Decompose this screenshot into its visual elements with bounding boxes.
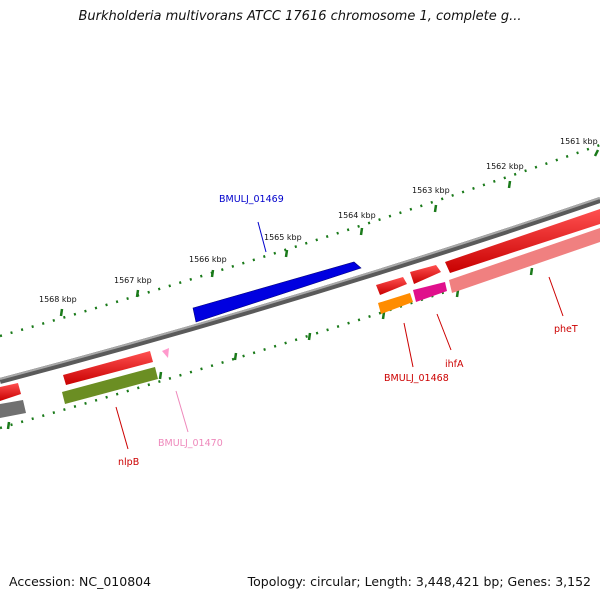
gene-label-nlpb[interactable]: nlpB xyxy=(118,457,139,468)
map-title: Burkholderia multivorans ATCC 17616 chro… xyxy=(78,9,522,24)
label-leaders xyxy=(115,221,564,450)
ruler-label-1562: 1562 kbp xyxy=(486,162,524,171)
chromosome-backbone xyxy=(0,197,600,384)
gene-bmulj-01468-arrow[interactable] xyxy=(378,293,413,314)
gene-nlpb-arrow[interactable] xyxy=(62,367,158,404)
ruler-label-1567: 1567 kbp xyxy=(114,276,152,285)
gene-label-ihfa[interactable]: ihfA xyxy=(445,359,464,370)
gene-labels: BMULJ_01469 BMULJ_01468 ihfA pheT nlpB B… xyxy=(118,194,578,468)
gene-forward-arrow-2[interactable] xyxy=(410,265,441,284)
gene-ihfa-arrow[interactable] xyxy=(413,282,447,302)
ruler-label-1566: 1566 kbp xyxy=(189,255,227,264)
ruler-outer-track xyxy=(0,143,600,338)
gene-bmulj-01470-arrow[interactable] xyxy=(162,348,169,358)
gene-forward-arrow-4[interactable] xyxy=(63,351,153,385)
genome-summary-text: Topology: circular; Length: 3,448,421 bp… xyxy=(247,574,591,589)
ruler-label-1561: 1561 kbp xyxy=(560,137,598,146)
gene-grey-arrow[interactable] xyxy=(0,400,26,418)
gene-phet-arrow[interactable] xyxy=(449,228,600,293)
ruler-labels: 1561 kbp 1562 kbp 1563 kbp 1564 kbp 1565… xyxy=(39,137,598,304)
gene-forward-arrow-1[interactable] xyxy=(376,277,407,295)
gene-label-phet[interactable]: pheT xyxy=(554,324,578,335)
forward-strand-genes xyxy=(0,209,600,401)
gene-label-bmulj-01468[interactable]: BMULJ_01468 xyxy=(384,373,449,384)
ruler-label-1564: 1564 kbp xyxy=(338,211,376,220)
gene-forward-arrow-3[interactable] xyxy=(445,209,600,273)
accession-text: Accession: NC_010804 xyxy=(9,574,152,589)
ruler-label-1568: 1568 kbp xyxy=(39,295,77,304)
gene-label-bmulj-01470[interactable]: BMULJ_01470 xyxy=(158,438,223,449)
reverse-strand-genes xyxy=(0,228,600,418)
gene-bmulj-01469-arrow[interactable] xyxy=(192,261,362,323)
gene-forward-arrow-5[interactable] xyxy=(0,383,21,401)
gene-label-bmulj-01469[interactable]: BMULJ_01469 xyxy=(219,194,284,205)
ruler-label-1565: 1565 kbp xyxy=(264,233,302,242)
ruler-label-1563: 1563 kbp xyxy=(412,186,450,195)
